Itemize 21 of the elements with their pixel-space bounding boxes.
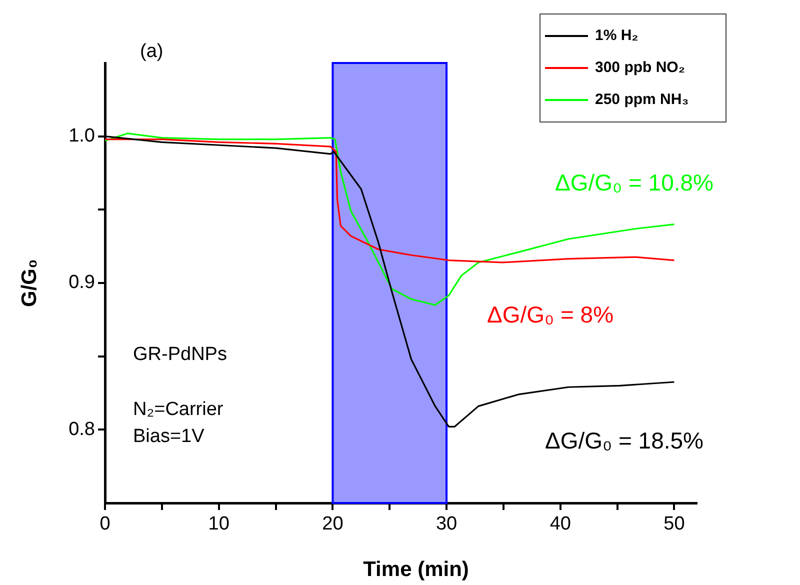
y-axis-title: G/G₀ — [18, 259, 41, 307]
annotation: ΔG/G₀ = 10.8% — [555, 169, 714, 196]
y-tick-label: 0.9 — [68, 272, 95, 294]
legend-label: 250 ppm NH₃ — [595, 91, 689, 108]
x-tick-label: 40 — [550, 514, 571, 535]
annotation: ΔG/G₀ = 8% — [487, 301, 614, 328]
y-tick-label: 1.0 — [68, 126, 95, 147]
annotation: ΔG/G₀ = 18.5% — [545, 427, 704, 454]
legend-label: 1% H₂ — [595, 27, 638, 44]
x-tick-label: 10 — [208, 514, 230, 535]
x-tick-label: 50 — [664, 514, 685, 535]
legend-label: 300 ppb NO₂ — [595, 59, 686, 76]
annotation: Bias=1V — [133, 426, 205, 448]
x-tick-label: 20 — [322, 514, 344, 535]
x-tick-label: 0 — [100, 514, 110, 535]
annotation: N₂=Carrier — [133, 399, 224, 420]
annotation: GR-PdNPs — [133, 344, 227, 366]
x-tick-label: 30 — [436, 514, 458, 535]
x-axis-title: Time (min) — [363, 558, 469, 581]
text: (a) — [140, 41, 164, 62]
y-tick-label: 0.8 — [68, 418, 95, 440]
